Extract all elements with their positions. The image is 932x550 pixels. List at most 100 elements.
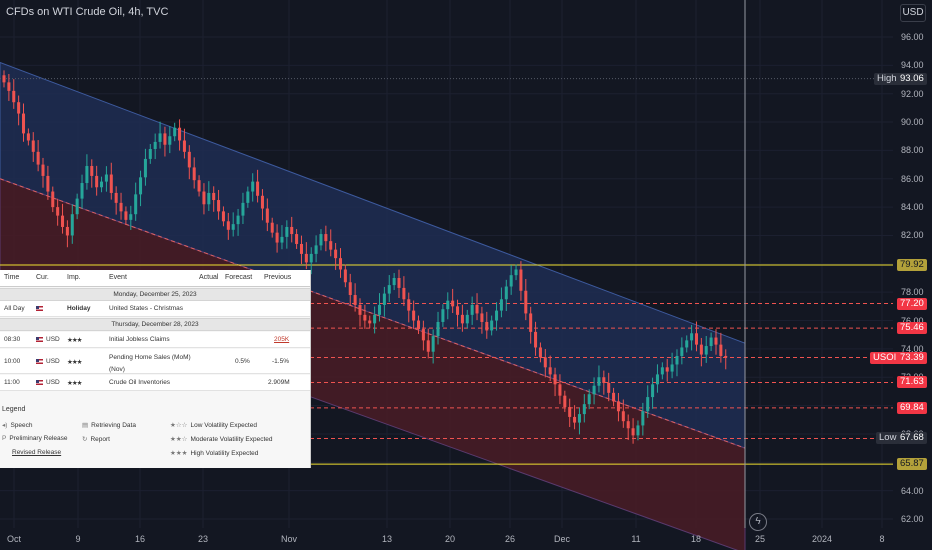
candle-body [529,313,533,332]
candle-body [397,278,401,288]
price-tick-label: 90.00 [901,117,924,128]
candle-body [553,374,557,385]
candle-body [704,346,708,355]
candle-body [660,367,664,375]
candle-body [685,340,689,348]
candle-body [187,151,191,168]
price-tick-label: 92.00 [901,88,924,99]
candle-body [582,404,586,415]
symbol-label: USOIL [870,351,905,364]
candle-body [343,269,347,283]
currency-button[interactable]: USD [900,4,926,22]
candle-body [139,177,143,195]
time-tick-label: Nov [280,534,298,544]
candle-body [104,174,108,182]
lightning-icon[interactable]: ϟ [749,513,767,531]
candle-body [173,127,177,137]
candle-body [417,320,421,330]
candle-body [163,133,167,145]
candle-body [192,167,196,181]
candle-body [80,183,84,199]
legend-low: ★☆☆ Low Volatility Expected [170,422,257,429]
candle-body [499,299,503,311]
candle-body [426,340,430,352]
candle-body [577,414,581,423]
candle-body [680,347,684,356]
candle-body [646,397,650,412]
calendar-row[interactable]: 11:00 USD ★★★ Crude Oil Inventories 2.90… [0,375,310,391]
candle-body [270,222,274,233]
candle-body [221,211,225,222]
candle-body [563,395,567,408]
candle-body [495,310,499,321]
calendar-row[interactable]: 08:30 USD ★★★ Initial Jobless Claims 205… [0,332,310,348]
row-event[interactable]: Initial Jobless Claims [109,336,170,343]
candle-body [217,200,221,212]
candle-body [290,226,294,235]
candle-body [446,300,450,310]
candle-body [295,234,299,244]
candle-body [2,75,6,83]
high-label: High [874,72,900,85]
legend-moderate: ★★☆ Moderate Volatility Expected [170,436,273,443]
candle-body [338,258,342,270]
candle-body [265,208,269,223]
candle-body [621,411,625,422]
legend-high: ★★★ High Volatility Expected [170,450,259,457]
candle-body [70,214,74,236]
row-currency: USD [36,379,60,386]
us-flag-icon [36,358,43,364]
price-tick-label: 76.00 [901,315,924,326]
low-price-tag: 67.68 [897,432,927,445]
candle-body [597,377,601,386]
candle-body [304,253,308,263]
candle-body [61,215,65,227]
time-tick-label: 8 [879,534,885,544]
candle-body [460,314,464,324]
candle-body [470,304,474,315]
candle-body [709,337,713,347]
candle-body [480,313,484,322]
candle-body [168,136,172,145]
candle-body [587,394,591,405]
low-label: Low [876,432,900,445]
row-time: 11:00 [4,379,20,386]
row-event[interactable]: Crude Oil Inventories [109,379,171,386]
candle-body [319,234,323,246]
time-tick-label: 13 [381,534,393,544]
row-previous: 205K [274,336,290,343]
two-star-icon: ★★☆ [170,436,188,443]
row-event[interactable]: Pending Home Sales (MoM) (Nov) [109,354,191,373]
candle-body [314,245,318,254]
candle-body [348,282,352,296]
candle-body [626,421,630,429]
legend-speech: ◂) Speech [2,422,33,429]
calendar-row[interactable]: 10:00 USD ★★★ Pending Home Sales (MoM) (… [0,349,310,374]
row-previous: 2.909M [268,379,290,386]
col-forecast: Forecast [225,274,253,281]
candle-body [465,314,469,324]
candle-body [719,344,723,356]
candle-body [17,102,21,114]
day-header-dec25: Monday, December 25, 2023 [0,288,310,301]
candle-body [382,293,386,305]
row-importance: ★★★ [67,359,83,366]
candle-body [612,392,616,402]
candle-body [568,407,572,417]
candle-body [699,344,703,355]
candle-body [119,202,123,212]
candle-body [655,374,659,385]
candle-body [714,337,718,345]
calendar-row[interactable]: All Day Holiday United States - Christma… [0,301,310,317]
preliminary-icon: P [2,435,7,442]
candle-body [207,192,211,205]
candle-body [670,364,674,372]
candle-body [299,243,303,254]
candle-body [636,425,640,436]
candle-body [509,275,513,287]
candle-body [12,90,16,103]
row-event[interactable]: United States - Christmas [109,305,184,312]
time-tick-label: 11 [631,534,641,544]
candle-body [85,166,89,184]
candle-body [631,428,635,436]
